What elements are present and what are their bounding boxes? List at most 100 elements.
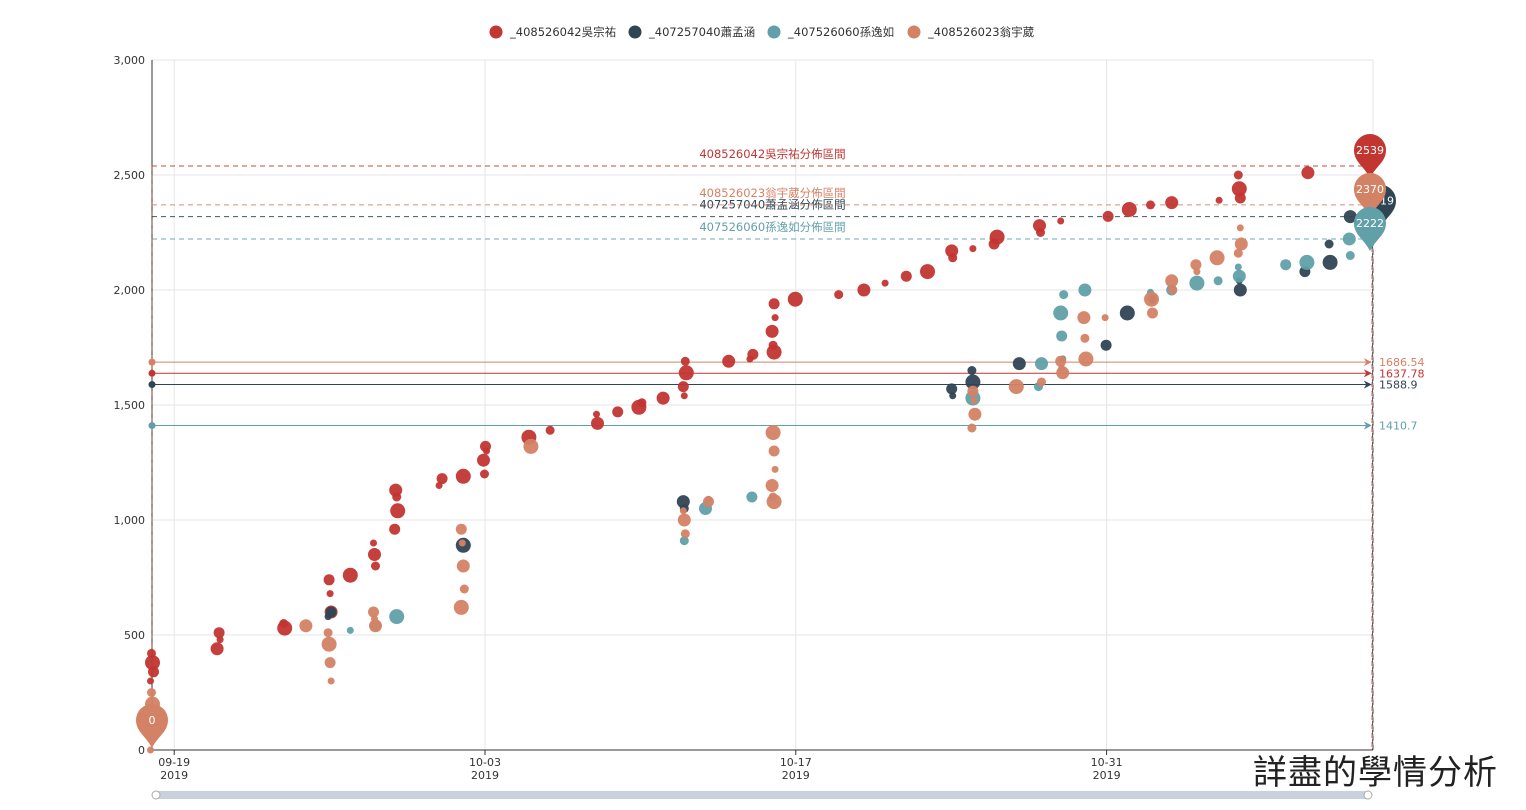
legend-item[interactable]: _407257040蕭孟涵 — [628, 25, 756, 39]
legend-item[interactable]: _408526042吳宗祐 — [489, 25, 617, 39]
data-point — [945, 244, 959, 258]
data-point — [1144, 291, 1159, 307]
data-point — [327, 677, 335, 685]
value-pin: 0 — [136, 704, 168, 748]
data-point — [680, 529, 690, 539]
x-tick-label: 10-31 — [1091, 756, 1123, 769]
data-point — [970, 396, 978, 404]
mean-label: 1637.78 — [1379, 367, 1425, 380]
data-point — [389, 523, 401, 535]
data-point — [1189, 275, 1205, 291]
data-point — [746, 491, 758, 503]
range-label: 407526060孫逸如分佈區間 — [699, 220, 845, 234]
data-point — [965, 374, 981, 390]
data-point — [480, 469, 489, 479]
data-point — [680, 356, 690, 366]
data-point — [323, 574, 335, 586]
data-point — [368, 548, 381, 561]
mean-start-dot — [148, 358, 156, 366]
data-point — [768, 340, 778, 350]
legend-label: _407526060孫逸如 — [787, 25, 894, 39]
data-point — [1213, 276, 1223, 286]
x-tick-label: 10-17 — [780, 756, 812, 769]
data-point — [1165, 274, 1179, 288]
data-point — [989, 229, 1005, 245]
data-point — [368, 606, 379, 618]
data-point — [768, 492, 778, 502]
range-lines: 408526042吳宗祐分佈區間 407257040蕭孟涵分佈區間 40752606… — [151, 147, 1374, 750]
y-tick-label: 2,500 — [114, 169, 146, 182]
data-point — [346, 626, 354, 634]
value-pin: 2370 — [1354, 172, 1386, 217]
legend-item[interactable]: _407526060孫逸如 — [767, 25, 895, 39]
mean-label: 1588.9 — [1379, 379, 1418, 392]
data-point — [1234, 263, 1242, 271]
data-point — [1146, 200, 1155, 210]
mean-label: 1686.54 — [1379, 356, 1425, 369]
pin-label: 0 — [149, 714, 156, 727]
data-point — [1168, 285, 1178, 295]
data-point — [1322, 254, 1338, 270]
data-point — [771, 465, 779, 473]
data-point — [967, 366, 977, 375]
y-tick-label: 1,500 — [114, 399, 146, 412]
data-point — [389, 609, 405, 625]
value-pin: 2539 — [1354, 134, 1386, 179]
data-point — [1119, 305, 1135, 321]
zoom-handle-left[interactable] — [151, 790, 161, 800]
data-point — [1078, 351, 1094, 367]
legend-item[interactable]: _408526023翁宇葳 — [907, 25, 1035, 39]
zoom-track[interactable] — [152, 791, 1372, 799]
data-point — [1012, 357, 1026, 371]
pin-shape — [136, 704, 168, 748]
zoom-handle-right[interactable] — [1363, 790, 1373, 800]
mean-label: 1410.7 — [1379, 420, 1418, 433]
data-point — [342, 567, 358, 583]
data-point — [1299, 254, 1315, 270]
data-point — [920, 264, 935, 280]
data-point — [147, 648, 156, 658]
data-point — [1056, 330, 1068, 342]
data-point — [369, 619, 382, 633]
data-point — [722, 354, 736, 368]
data-point — [326, 590, 334, 598]
data-point — [656, 391, 670, 405]
zoom-slider[interactable] — [151, 790, 1373, 800]
legend[interactable]: _408526042吳宗祐 _407257040蕭孟涵 _407526060孫逸如 _… — [489, 25, 1035, 39]
data-point — [1215, 196, 1223, 204]
data-point — [1280, 259, 1292, 271]
legend-label: _408526023翁宇葳 — [927, 25, 1035, 39]
data-point — [1231, 181, 1247, 197]
x-tick-sublabel: 2019 — [471, 769, 499, 782]
data-point — [323, 628, 333, 638]
range-label: 407257040蕭孟涵分佈區間 — [699, 198, 845, 212]
data-point — [1233, 248, 1243, 258]
data-point — [765, 425, 781, 441]
data-point — [1165, 196, 1179, 210]
data-point — [1343, 210, 1357, 224]
x-tick-label: 09-19 — [158, 756, 190, 769]
data-point — [1078, 283, 1092, 297]
legend-marker — [489, 25, 503, 39]
data-point — [768, 298, 780, 310]
data-point — [679, 507, 687, 515]
x-tick-sublabel: 2019 — [160, 769, 188, 782]
data-point — [1147, 307, 1158, 319]
mean-start-dot — [148, 369, 156, 377]
data-point — [453, 599, 469, 615]
data-point — [677, 381, 689, 393]
data-point — [1077, 311, 1091, 325]
data-point — [477, 453, 490, 467]
data-point — [1008, 379, 1024, 395]
data-point — [480, 440, 491, 452]
legend-marker — [907, 25, 921, 39]
data-point — [145, 655, 160, 671]
y-tick-label: 1,000 — [114, 514, 146, 527]
data-point — [1100, 339, 1112, 351]
data-point — [678, 365, 694, 381]
y-tick-label: 3,000 — [114, 54, 146, 67]
data-point — [389, 483, 403, 497]
data-point — [279, 619, 289, 628]
